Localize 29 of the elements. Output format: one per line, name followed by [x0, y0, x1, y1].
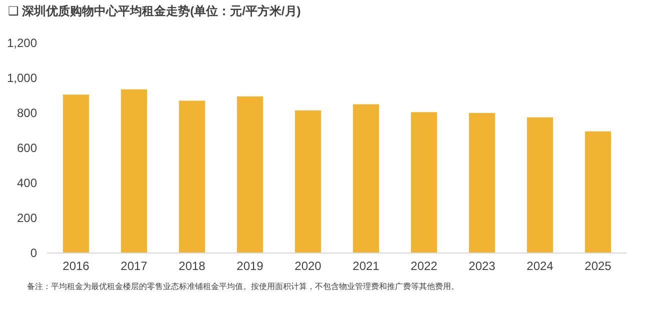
bar [236, 96, 264, 253]
chart-title: ❑ 深圳优质购物中心平均租金走势(单位：元/平方米/月) [8, 4, 301, 18]
bar [294, 110, 322, 253]
text: 备注：平均租金为最优租金楼层的零售业态标准铺租金平均值。按使用面积计算，不包含物业管理费和推广费等其他费用。 [27, 282, 459, 291]
x-tick-label: 2023 [468, 259, 496, 273]
x-tick-label: 2019 [236, 259, 264, 273]
x-tick-label: 2018 [178, 259, 206, 273]
bar [178, 100, 206, 253]
y-tick-label: 0 [30, 246, 38, 260]
x-tick-label: 2017 [120, 259, 148, 273]
bar [410, 112, 438, 253]
x-tick-label: 2016 [62, 259, 90, 273]
y-tick-label: 600 [16, 141, 38, 155]
y-tick-label: 200 [16, 211, 38, 225]
y-tick-label: 800 [16, 106, 38, 120]
bar [62, 94, 90, 253]
y-tick-label: 400 [16, 176, 38, 190]
y-tick-label: 1,200 [6, 36, 38, 50]
x-tick-label: 2024 [526, 259, 554, 273]
x-tick-label: 2021 [352, 259, 380, 273]
x-tick-label: 2020 [294, 259, 322, 273]
bar [526, 117, 554, 253]
bar [584, 131, 612, 253]
bar [120, 89, 148, 253]
x-tick-label: 2025 [584, 259, 612, 273]
bar [352, 104, 380, 253]
x-tick-label: 2022 [410, 259, 438, 273]
y-tick-label: 1,000 [6, 71, 38, 85]
bar [468, 113, 496, 253]
